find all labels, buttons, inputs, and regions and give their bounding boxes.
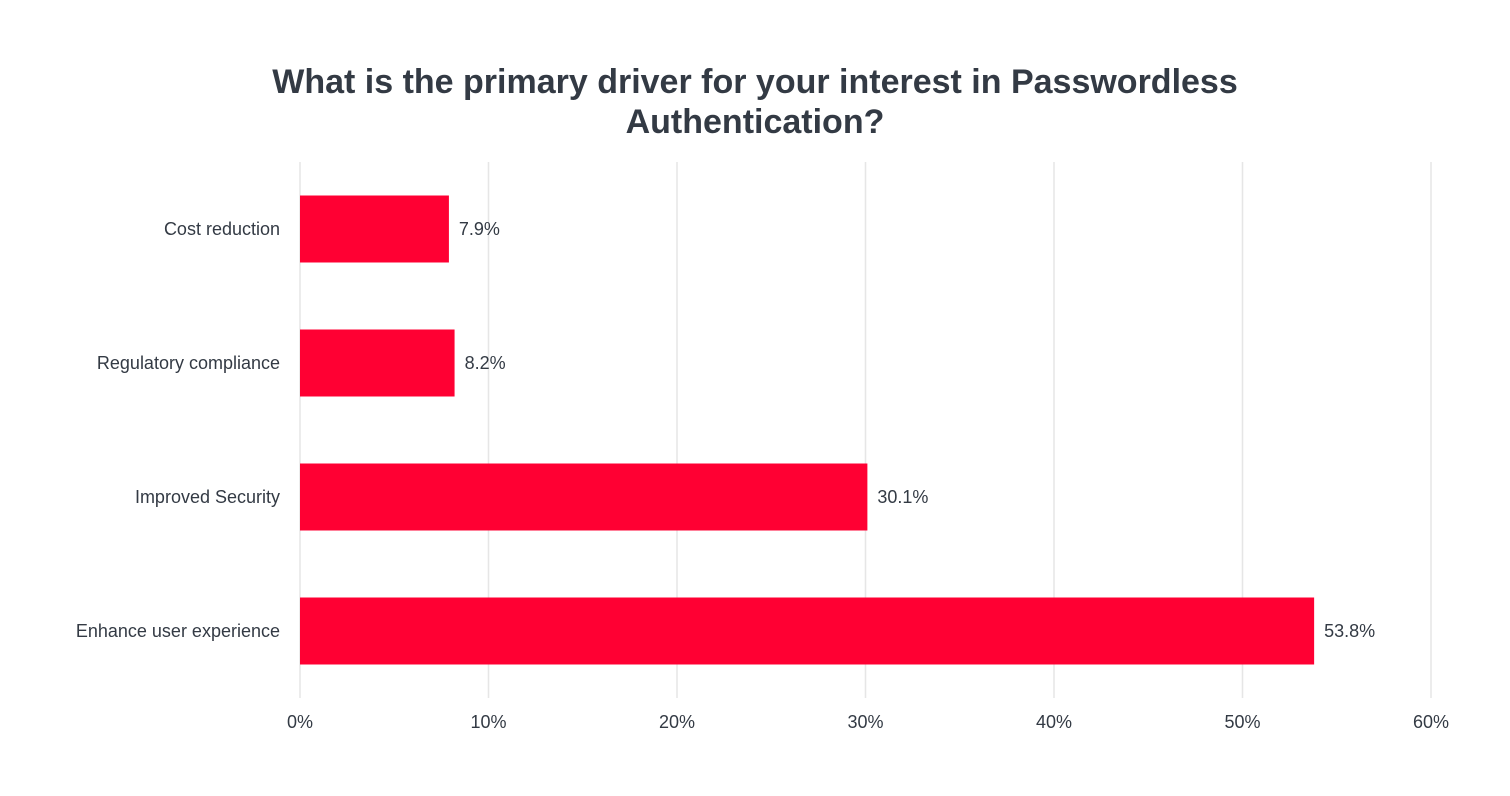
x-tick-label: 20% (659, 712, 695, 732)
category-label: Improved Security (135, 487, 280, 507)
value-label: 7.9% (459, 219, 500, 239)
value-label: 8.2% (465, 353, 506, 373)
x-tick-label: 60% (1413, 712, 1449, 732)
value-label: 53.8% (1324, 621, 1375, 641)
x-tick-label: 40% (1036, 712, 1072, 732)
category-label: Regulatory compliance (97, 353, 280, 373)
x-tick-label: 50% (1224, 712, 1260, 732)
value-label: 30.1% (877, 487, 928, 507)
category-label: Enhance user experience (76, 621, 280, 641)
bars (300, 195, 1315, 665)
bar (300, 195, 449, 263)
x-tick-label: 30% (847, 712, 883, 732)
chart-title-line-2: Authentication? (625, 103, 885, 141)
bar (300, 597, 1315, 665)
x-axis-ticks: 0% 10% 20% 30% 40% 50% 60% (287, 712, 1449, 732)
chart-title: What is the primary driver for your inte… (0, 62, 1510, 142)
category-label: Cost reduction (164, 219, 280, 239)
x-tick-label: 10% (470, 712, 506, 732)
bar (300, 329, 455, 397)
bar (300, 463, 868, 531)
value-labels: 7.9% 8.2% 30.1% 53.8% (459, 219, 1375, 641)
chart-title-line-1: What is the primary driver for your inte… (272, 63, 1238, 101)
category-labels: Cost reduction Regulatory compliance Impro… (76, 219, 280, 641)
x-tick-label: 0% (287, 712, 313, 732)
